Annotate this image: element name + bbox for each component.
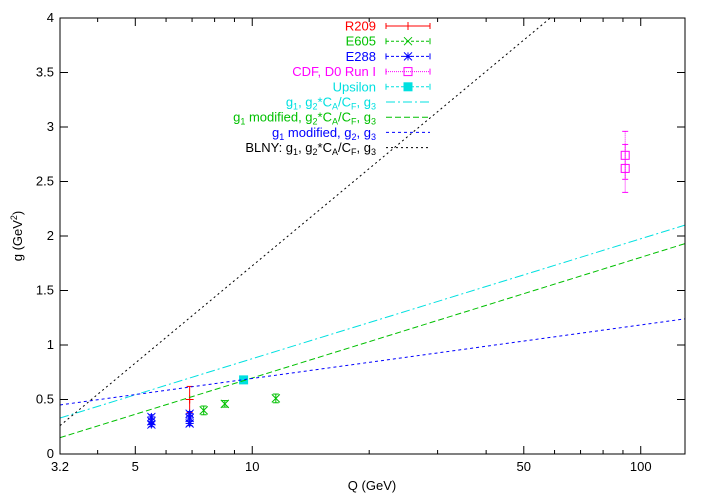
legend-label: g1 modified, g2*CA/CF, g3 xyxy=(233,110,376,127)
data-point xyxy=(185,419,194,428)
legend-sample xyxy=(385,82,431,92)
y-axis-label: g (GeV2) xyxy=(9,211,25,262)
legend-marker xyxy=(403,36,413,46)
x-tick-label: 10 xyxy=(245,459,259,474)
legend-sample xyxy=(385,36,431,46)
legend-label: E288 xyxy=(346,49,376,64)
x-tick-label: 50 xyxy=(517,459,531,474)
series-line-8 xyxy=(60,18,551,427)
y-tick-label: 0.5 xyxy=(36,392,54,407)
legend-label: E605 xyxy=(346,34,376,49)
data-point xyxy=(185,395,194,404)
legend-label: CDF, D0 Run I xyxy=(292,64,376,79)
x-tick-label: 3.2 xyxy=(51,459,69,474)
data-point xyxy=(199,406,209,415)
legend-marker xyxy=(403,52,413,61)
series-5 xyxy=(60,224,685,419)
series-line-6 xyxy=(60,243,685,439)
series-2 xyxy=(147,409,194,429)
data-point xyxy=(147,420,156,429)
data-point xyxy=(220,399,230,409)
axes: 3.2 5 10 50 100 0 0.5 1 1.5 2 2.5 3 3.5 4 xyxy=(36,10,685,474)
legend-sample xyxy=(385,67,431,77)
y-tick-label: 4 xyxy=(47,10,54,25)
y-tick-label: 3.5 xyxy=(36,65,54,80)
legend-label: g1 modified, g2, g3 xyxy=(272,125,376,142)
series-3 xyxy=(620,130,630,193)
series-7 xyxy=(60,318,685,406)
series-layer xyxy=(60,18,685,439)
legend-marker xyxy=(403,82,413,92)
legend-label: Upsilon xyxy=(333,79,376,94)
legend-label: g1, g2*CA/CF, g3 xyxy=(286,95,376,112)
legend-marker xyxy=(404,22,412,30)
data-point xyxy=(271,394,281,403)
data-point xyxy=(620,163,630,173)
series-line-5 xyxy=(60,224,685,419)
y-tick-label: 2 xyxy=(47,228,54,243)
x-tick-label: 5 xyxy=(132,459,139,474)
series-0 xyxy=(185,385,194,414)
y-tick-label: 0 xyxy=(47,446,54,461)
x-axis-label: Q (GeV) xyxy=(348,478,396,493)
series-line-7 xyxy=(60,318,685,406)
plot-frame xyxy=(59,17,686,455)
legend-sample xyxy=(385,52,431,61)
legend-marker xyxy=(403,67,413,77)
y-tick-label: 2.5 xyxy=(36,174,54,189)
y-tick-label: 1 xyxy=(47,337,54,352)
series-8 xyxy=(60,18,551,427)
y-tick-label: 1.5 xyxy=(36,283,54,298)
legend-sample xyxy=(385,22,431,30)
series-1 xyxy=(199,393,281,416)
legend-label: BLNY: g1, g2*CA/CF, g3 xyxy=(245,140,376,157)
legend-label: R209 xyxy=(345,19,376,34)
x-tick-label: 100 xyxy=(630,459,652,474)
series-6 xyxy=(60,243,685,439)
y-tick-label: 3 xyxy=(47,119,54,134)
